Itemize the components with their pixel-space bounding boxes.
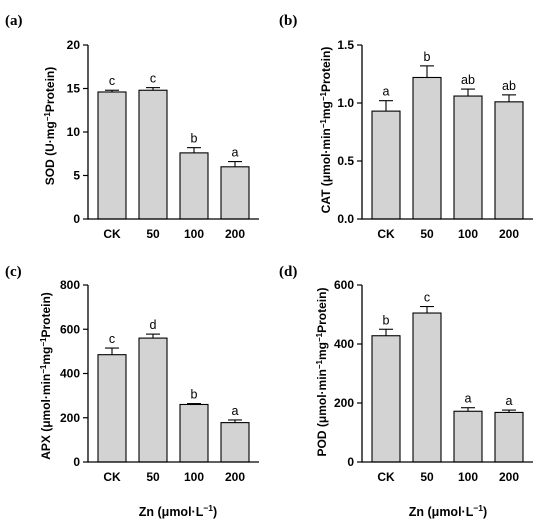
x-axis-label: Zn (μmol·L−1) — [409, 503, 487, 519]
significance-letter-CK: a — [383, 85, 390, 99]
y-axis-label: POD (μmol·min−1mg−1Protein) — [315, 288, 329, 457]
bar-200 — [494, 101, 524, 220]
bar-100 — [453, 95, 483, 220]
panel-apx: (c) APX (μmol·min−1mg−1Protein) Zn (μmol… — [5, 264, 259, 519]
y-tick-label: 200 — [334, 396, 354, 410]
plot-area: a CK b 50 ab 100 ab 200 0.0 0.5 1.0 1.5 — [337, 38, 533, 241]
panel-pod: (d) POD (μmol·min−1mg−1Protein) Zn (μmol… — [279, 264, 533, 519]
bar-50 — [138, 337, 168, 463]
x-tick-label-CK: CK — [377, 227, 395, 241]
y-axis-label: CAT (μmol·min−1mg−1Protein) — [319, 47, 333, 214]
bar-100 — [453, 410, 483, 463]
bar-200 — [494, 411, 524, 463]
panel-label: (d) — [279, 264, 297, 280]
y-tick-label: 0 — [73, 212, 80, 226]
x-tick-label-50: 50 — [146, 470, 160, 484]
bar-CK — [97, 91, 127, 220]
bar-200 — [220, 166, 250, 220]
x-tick-label-200: 200 — [499, 470, 519, 484]
x-tick-label-50: 50 — [146, 227, 160, 241]
significance-letter-100: b — [191, 388, 198, 402]
y-tick-label: 600 — [334, 278, 354, 292]
x-axis-label: Zn (μmol·L−1) — [139, 503, 217, 519]
y-tick-label: 400 — [334, 337, 354, 351]
y-tick-label: 15 — [67, 82, 81, 96]
y-axis-label: SOD (U·mg−1Protein) — [43, 67, 57, 185]
x-tick-label-50: 50 — [420, 470, 434, 484]
bar-200 — [220, 422, 250, 463]
panel-sod: (a) SOD (U·mg−1Protein) c CK c 50 b 100 a 200 0 5… — [5, 13, 259, 241]
significance-letter-100: b — [191, 132, 198, 146]
x-tick-label-200: 200 — [225, 227, 245, 241]
bar-CK — [371, 335, 401, 463]
x-tick-label-CK: CK — [103, 227, 121, 241]
panel-label: (b) — [279, 13, 297, 29]
significance-letter-100: ab — [461, 73, 475, 87]
significance-letter-CK: b — [383, 313, 390, 327]
x-tick-label-50: 50 — [420, 227, 434, 241]
plot-area: c CK c 50 b 100 a 200 0 5 10 15 20 — [67, 38, 259, 241]
x-tick-label-200: 200 — [225, 470, 245, 484]
bar-CK — [371, 110, 401, 220]
significance-letter-CK: c — [109, 332, 115, 346]
x-tick-label-200: 200 — [499, 227, 519, 241]
y-tick-label: 0.0 — [337, 212, 354, 226]
y-tick-label: 20 — [67, 38, 81, 52]
y-tick-label: 1.5 — [337, 38, 354, 52]
bar-100 — [179, 152, 209, 220]
y-tick-label: 1.0 — [337, 96, 354, 110]
significance-letter-50: c — [424, 291, 430, 305]
x-tick-label-100: 100 — [458, 470, 478, 484]
plot-area: c CK d 50 b 100 a 200 0 200 400 600 800 — [60, 278, 259, 484]
significance-letter-50: b — [424, 50, 431, 64]
significance-letter-200: a — [232, 404, 239, 418]
panel-cat: (b) CAT (μmol·min−1mg−1Protein) a CK b 50 ab… — [279, 13, 533, 241]
y-axis-label: APX (μmol·min−1mg−1Protein) — [39, 292, 53, 460]
significance-letter-50: c — [150, 72, 156, 86]
bar-50 — [412, 312, 442, 463]
panel-label: (a) — [5, 13, 23, 29]
y-tick-label: 0 — [347, 455, 354, 469]
significance-letter-50: d — [150, 318, 157, 332]
y-tick-label: 400 — [60, 367, 80, 381]
x-tick-label-100: 100 — [184, 227, 204, 241]
significance-letter-200: a — [232, 146, 239, 160]
y-tick-label: 5 — [73, 169, 80, 183]
y-tick-label: 600 — [60, 322, 80, 336]
significance-letter-200: ab — [502, 79, 516, 93]
plot-area: b CK c 50 a 100 a 200 0 200 400 600 — [334, 278, 533, 484]
bar-100 — [179, 403, 209, 463]
y-tick-label: 0.5 — [337, 154, 354, 168]
y-tick-label: 800 — [60, 278, 80, 292]
x-tick-label-100: 100 — [458, 227, 478, 241]
bar-50 — [412, 76, 442, 220]
x-tick-label-CK: CK — [377, 470, 395, 484]
significance-letter-200: a — [506, 394, 513, 408]
panel-label: (c) — [5, 264, 22, 280]
y-tick-label: 200 — [60, 411, 80, 425]
bar-CK — [97, 354, 127, 463]
x-tick-label-CK: CK — [103, 470, 121, 484]
y-tick-label: 10 — [67, 125, 81, 139]
significance-letter-100: a — [465, 392, 472, 406]
bar-50 — [138, 89, 168, 220]
x-tick-label-100: 100 — [184, 470, 204, 484]
y-tick-label: 0 — [73, 455, 80, 469]
significance-letter-CK: c — [109, 74, 115, 88]
